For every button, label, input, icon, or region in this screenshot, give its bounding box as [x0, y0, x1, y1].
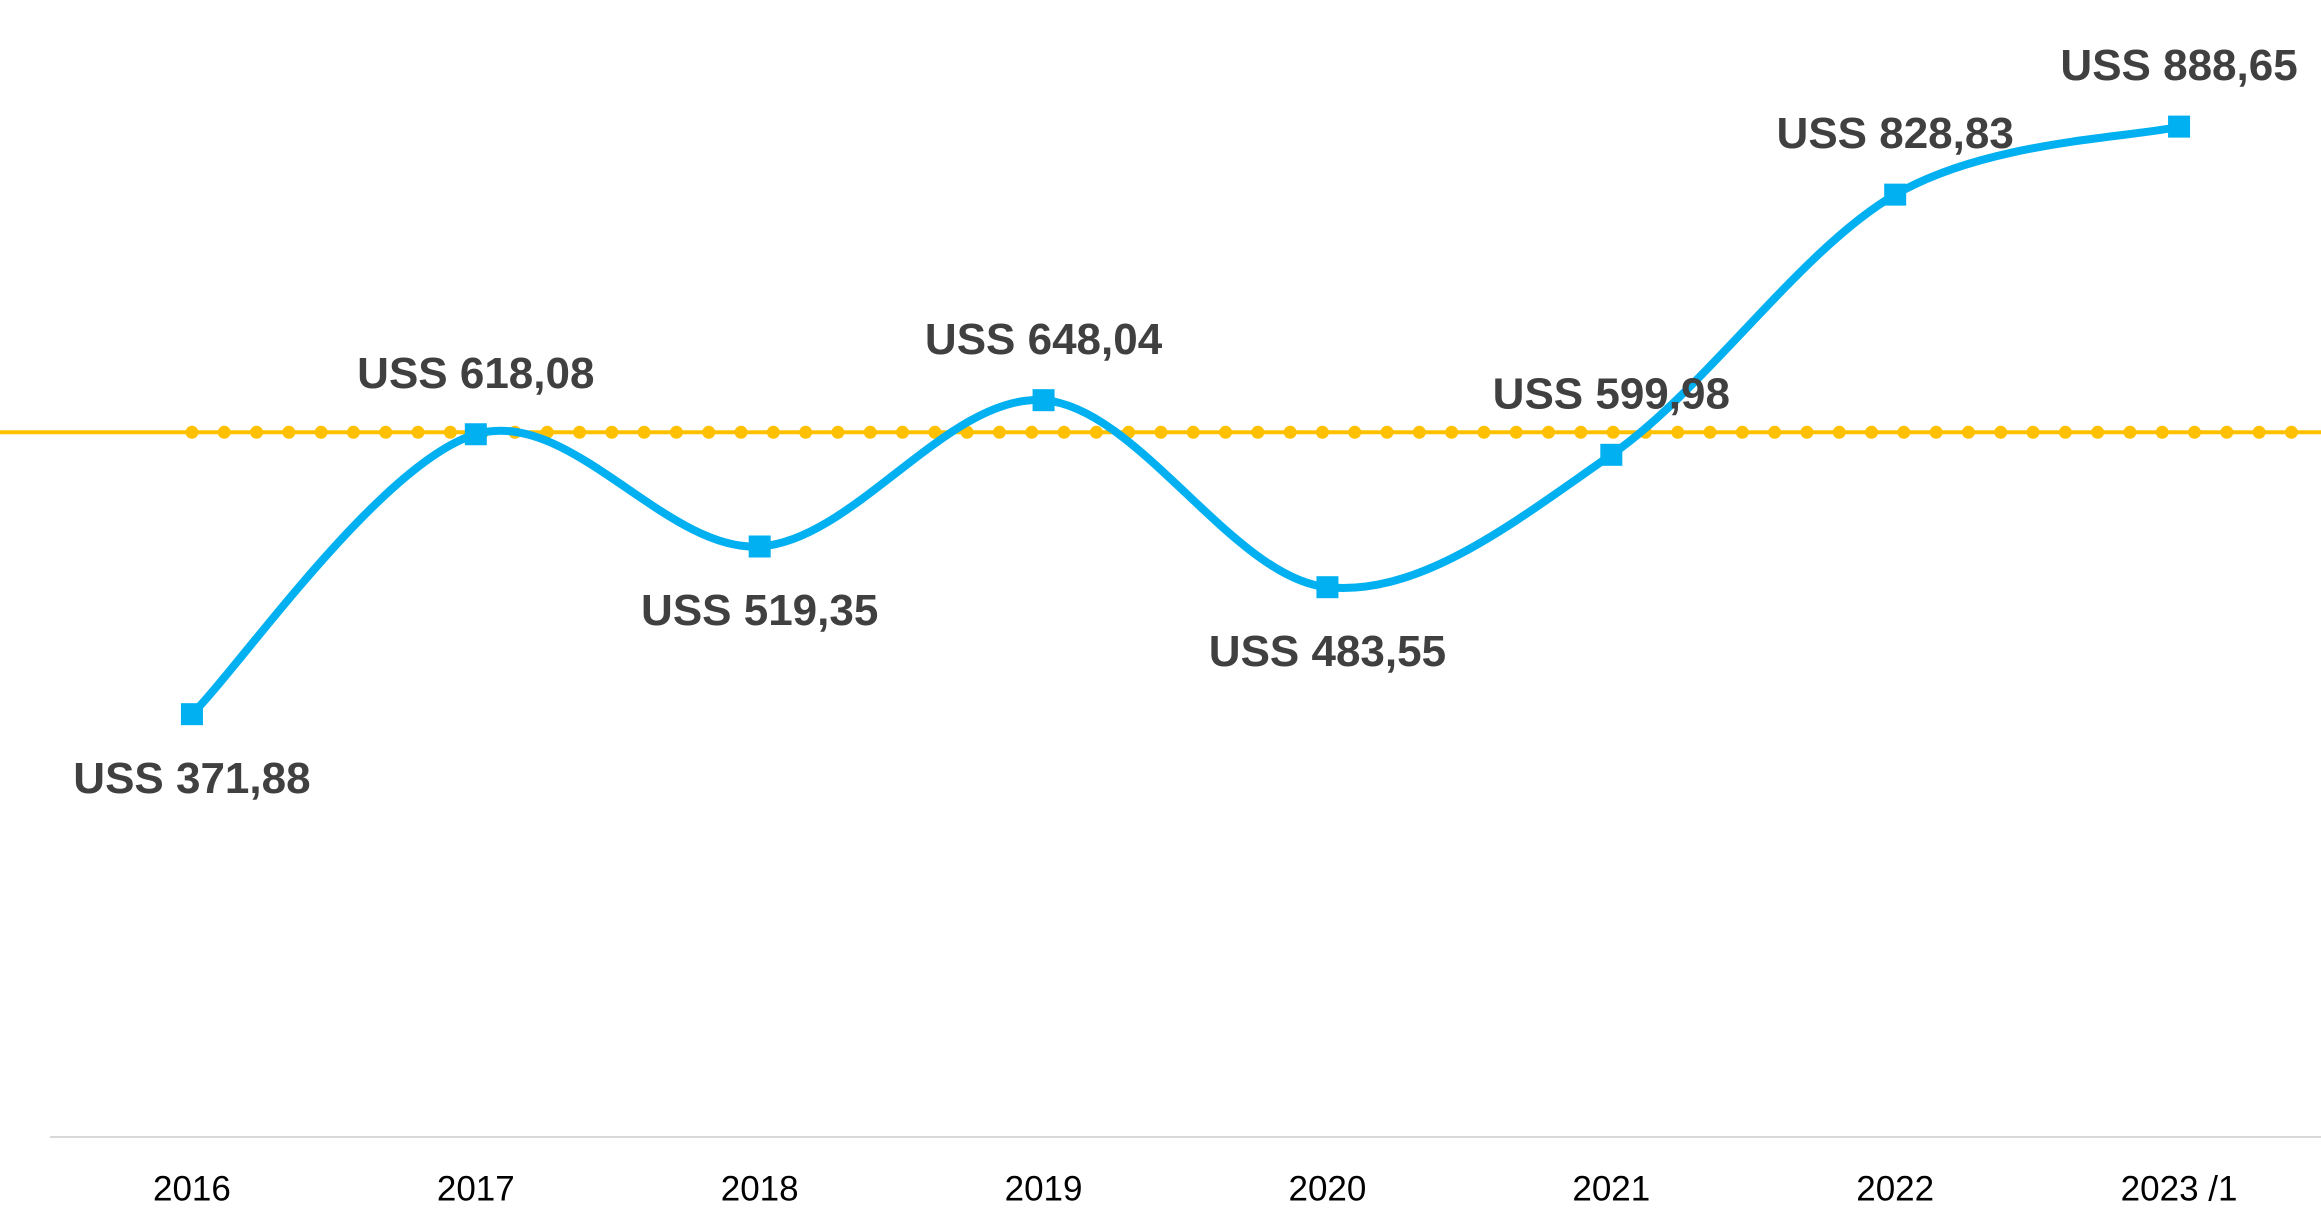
reference-dot — [250, 425, 264, 439]
data-label: USS 888,65 — [2060, 41, 2297, 90]
reference-dot — [217, 425, 231, 439]
reference-dot — [282, 425, 296, 439]
reference-dot — [1897, 425, 1911, 439]
reference-dot — [863, 425, 877, 439]
reference-dot — [702, 425, 716, 439]
data-label: USS 648,04 — [925, 315, 1163, 364]
reference-dot — [1832, 425, 1846, 439]
x-tick-label: 2021 — [1572, 1169, 1650, 1208]
series-line — [189, 122, 2180, 718]
x-tick-label: 2023 /1 — [2121, 1169, 2238, 1208]
reference-dot — [1961, 425, 1975, 439]
reference-dot — [605, 425, 619, 439]
x-tick-label: 2017 — [437, 1169, 515, 1208]
reference-dot — [2026, 425, 2040, 439]
point-marker — [180, 703, 203, 726]
reference-dot — [1057, 425, 1071, 439]
reference-dot — [1509, 425, 1523, 439]
reference-dot — [2284, 425, 2298, 439]
reference-dot — [1445, 425, 1459, 439]
point-marker — [748, 535, 771, 558]
reference-dot — [1186, 425, 1200, 439]
data-label: USS 519,35 — [641, 586, 878, 635]
reference-dot — [831, 425, 845, 439]
x-tick-label: 2018 — [721, 1169, 799, 1208]
reference-dot — [1348, 425, 1362, 439]
reference-dot — [1154, 425, 1168, 439]
reference-dot — [411, 425, 425, 439]
reference-dot — [766, 425, 780, 439]
reference-dot — [2188, 425, 2202, 439]
x-tick-label: 2019 — [1005, 1169, 1083, 1208]
reference-dot — [1671, 425, 1685, 439]
reference-dot — [1865, 425, 1879, 439]
reference-dot — [2123, 425, 2137, 439]
reference-dot — [2155, 425, 2169, 439]
point-marker — [2168, 115, 2191, 138]
x-tick-label: 2020 — [1289, 1169, 1367, 1208]
reference-dot — [928, 425, 942, 439]
data-label: USS 483,55 — [1209, 627, 1446, 676]
x-tick-label: 2016 — [153, 1169, 231, 1208]
reference-dot — [314, 425, 328, 439]
reference-dot — [1735, 425, 1749, 439]
reference-dot — [1768, 425, 1782, 439]
reference-dot — [734, 425, 748, 439]
reference-dot — [2220, 425, 2234, 439]
reference-dot — [1380, 425, 1394, 439]
data-label: USS 828,83 — [1777, 109, 2014, 158]
reference-dot — [1703, 425, 1717, 439]
reference-dot — [1994, 425, 2008, 439]
reference-dot — [669, 425, 683, 439]
point-marker — [1032, 389, 1055, 412]
reference-dot — [573, 425, 587, 439]
reference-dot — [896, 425, 910, 439]
data-label: USS 599,98 — [1493, 369, 1730, 418]
reference-dot — [1283, 425, 1297, 439]
reference-dot — [1025, 425, 1039, 439]
reference-dot — [1251, 425, 1265, 439]
reference-dot — [2091, 425, 2105, 439]
reference-dot — [1606, 425, 1620, 439]
reference-dot — [379, 425, 393, 439]
data-label: USS 371,88 — [73, 754, 310, 803]
reference-dot — [2058, 425, 2072, 439]
reference-dot — [1412, 425, 1426, 439]
point-marker — [1884, 183, 1907, 206]
reference-dot — [1800, 425, 1814, 439]
reference-dot — [1089, 425, 1103, 439]
reference-dot — [1929, 425, 1943, 439]
reference-dot — [185, 425, 199, 439]
reference-dot — [1219, 425, 1233, 439]
reference-dot — [637, 425, 651, 439]
reference-dot — [443, 425, 457, 439]
reference-dot — [346, 425, 360, 439]
reference-dot — [799, 425, 813, 439]
data-label: USS 618,08 — [357, 349, 594, 398]
reference-dot — [1574, 425, 1588, 439]
point-marker — [464, 423, 487, 446]
point-marker — [1600, 443, 1623, 466]
reference-dot — [1542, 425, 1556, 439]
point-marker — [1316, 576, 1339, 599]
reference-dot — [992, 425, 1006, 439]
reference-dot — [2252, 425, 2266, 439]
x-tick-label: 2022 — [1856, 1169, 1934, 1208]
reference-dot — [1477, 425, 1491, 439]
reference-dot — [1315, 425, 1329, 439]
